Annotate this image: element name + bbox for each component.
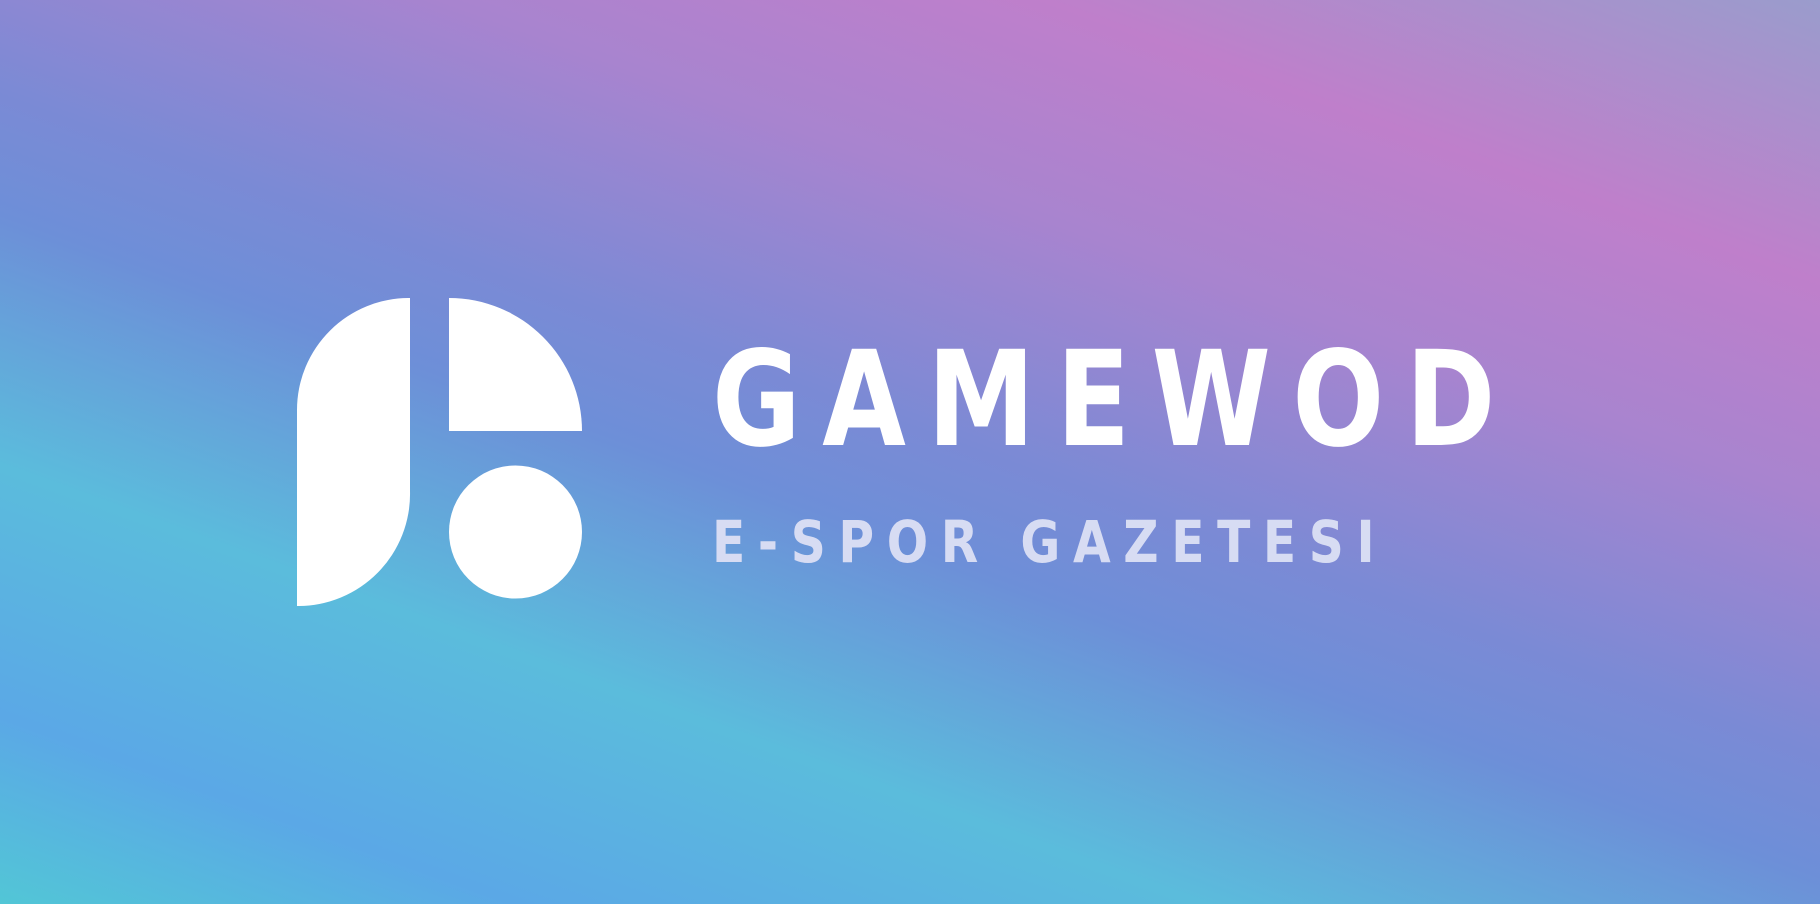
gamewod-logo-icon <box>297 298 583 606</box>
brand-tagline: E-SPOR GAZETESI <box>712 508 1388 576</box>
brand-name: GAMEWOD <box>712 323 1517 477</box>
